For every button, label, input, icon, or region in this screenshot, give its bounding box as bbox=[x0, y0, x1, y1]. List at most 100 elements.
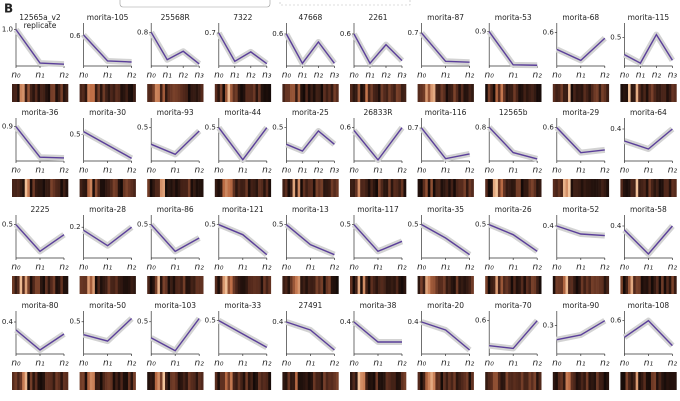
heatmap-cell bbox=[432, 372, 436, 390]
heatmap-cell bbox=[375, 372, 379, 390]
heatmap-cell bbox=[378, 372, 381, 390]
heatmap-cell bbox=[565, 84, 569, 102]
heatmap-cell bbox=[237, 84, 241, 102]
x-tick-label: n₂ bbox=[668, 359, 678, 369]
line bbox=[150, 224, 200, 253]
heatmap-cell bbox=[362, 372, 366, 390]
heatmap-cell bbox=[552, 84, 556, 102]
heatmap-cell bbox=[437, 372, 441, 390]
x-tick-label: n₀ bbox=[79, 359, 89, 369]
heatmap-cell bbox=[661, 372, 664, 390]
heatmap-cell bbox=[500, 84, 504, 102]
heatmap-cell bbox=[112, 372, 116, 390]
heatmap-cell bbox=[523, 372, 527, 390]
heatmap-cell bbox=[200, 276, 204, 294]
heatmap-cell bbox=[663, 179, 667, 197]
x-tick-label: n₁ bbox=[238, 359, 248, 369]
heatmap-cell bbox=[658, 372, 662, 390]
y-tick-label: 0.5 bbox=[272, 221, 283, 229]
heatmap-cell bbox=[422, 84, 426, 102]
heatmap-cell bbox=[312, 84, 316, 102]
heatmap-cell bbox=[295, 372, 298, 390]
heatmap-cell bbox=[656, 179, 659, 197]
y-tick-label: 0.8 bbox=[137, 28, 148, 36]
heatmap-cell bbox=[656, 276, 659, 294]
heatmap-cell bbox=[578, 179, 582, 197]
heatmap-cell bbox=[365, 179, 369, 197]
heatmap-cell bbox=[195, 276, 199, 294]
y-tick-label: 0.5 bbox=[407, 221, 418, 229]
heatmap-cell bbox=[60, 179, 64, 197]
heatmap-cell bbox=[127, 372, 131, 390]
heatmap-cell bbox=[32, 179, 36, 197]
heatmap-cell bbox=[378, 179, 381, 197]
heatmap-cell bbox=[448, 84, 451, 102]
heatmap-cell bbox=[57, 276, 61, 294]
heatmap-cell bbox=[588, 372, 592, 390]
x-tick-label: n₀ bbox=[11, 71, 21, 81]
heatmap-cell bbox=[445, 276, 449, 294]
annotation: replicate bbox=[24, 21, 57, 30]
heatmap-cell bbox=[170, 84, 173, 102]
heatmap-cell bbox=[198, 179, 201, 197]
heatmap-cell bbox=[357, 84, 361, 102]
heatmap-cell bbox=[175, 276, 179, 294]
heatmap-cell bbox=[588, 179, 592, 197]
heatmap-cell bbox=[628, 372, 631, 390]
y-tick-label: 0.4 bbox=[272, 318, 284, 326]
heatmap-cell bbox=[240, 276, 244, 294]
spread bbox=[13, 124, 65, 161]
heatmap-cell bbox=[333, 84, 337, 102]
heatmap-cell bbox=[250, 372, 254, 390]
heatmap-cell bbox=[102, 276, 106, 294]
heatmap-cell bbox=[628, 276, 631, 294]
heatmap-cell bbox=[385, 276, 389, 294]
heatmap-cell bbox=[525, 276, 529, 294]
panel-title: 2225 bbox=[30, 205, 49, 214]
panel-title: morita-50 bbox=[89, 301, 126, 310]
heatmap-cell bbox=[658, 84, 662, 102]
heatmap-cell bbox=[357, 179, 361, 197]
heatmap-cell bbox=[110, 84, 113, 102]
heatmap-cell bbox=[32, 372, 36, 390]
heatmap-cell bbox=[284, 179, 288, 197]
heatmap-cell bbox=[400, 372, 404, 390]
heatmap-cell bbox=[55, 84, 59, 102]
heatmap-cell bbox=[471, 276, 474, 294]
heatmap-cell bbox=[445, 372, 449, 390]
heatmap-cell bbox=[157, 84, 161, 102]
heatmap-cell bbox=[562, 276, 566, 294]
heatmap-cell bbox=[443, 179, 446, 197]
heatmap-cell bbox=[525, 84, 529, 102]
line bbox=[286, 130, 335, 152]
heatmap-cell bbox=[297, 276, 301, 294]
heatmap-cell bbox=[355, 179, 358, 197]
heatmap-cell bbox=[247, 84, 251, 102]
heatmap-cell bbox=[538, 372, 542, 390]
heatmap-cell bbox=[265, 84, 269, 102]
spread bbox=[81, 32, 132, 65]
heatmap-cell bbox=[622, 276, 626, 294]
heatmap-cell bbox=[42, 179, 46, 197]
heatmap-cell bbox=[432, 179, 436, 197]
heatmap-cell bbox=[375, 179, 379, 197]
heatmap-cell bbox=[531, 84, 534, 102]
panel-title: morita-121 bbox=[222, 205, 264, 214]
y-tick-label: 0.9 bbox=[475, 28, 486, 36]
heatmap-cell bbox=[435, 276, 439, 294]
panel-title: morita-117 bbox=[357, 205, 399, 214]
heatmap-cell bbox=[193, 84, 196, 102]
panel-title: morita-64 bbox=[630, 108, 667, 117]
heatmap-cell bbox=[180, 84, 184, 102]
heatmap-cell bbox=[120, 276, 124, 294]
heatmap-cell bbox=[523, 84, 527, 102]
heatmap-cell bbox=[350, 372, 353, 390]
line bbox=[150, 318, 200, 352]
x-tick-label: n₀ bbox=[11, 166, 21, 176]
x-tick-label: n₃ bbox=[397, 71, 407, 81]
heatmap-cell bbox=[14, 276, 18, 294]
panel-title: morita-80 bbox=[22, 301, 59, 310]
heatmap-cell bbox=[620, 179, 624, 197]
heatmap-cell bbox=[297, 179, 301, 197]
heatmap-cell bbox=[162, 372, 166, 390]
